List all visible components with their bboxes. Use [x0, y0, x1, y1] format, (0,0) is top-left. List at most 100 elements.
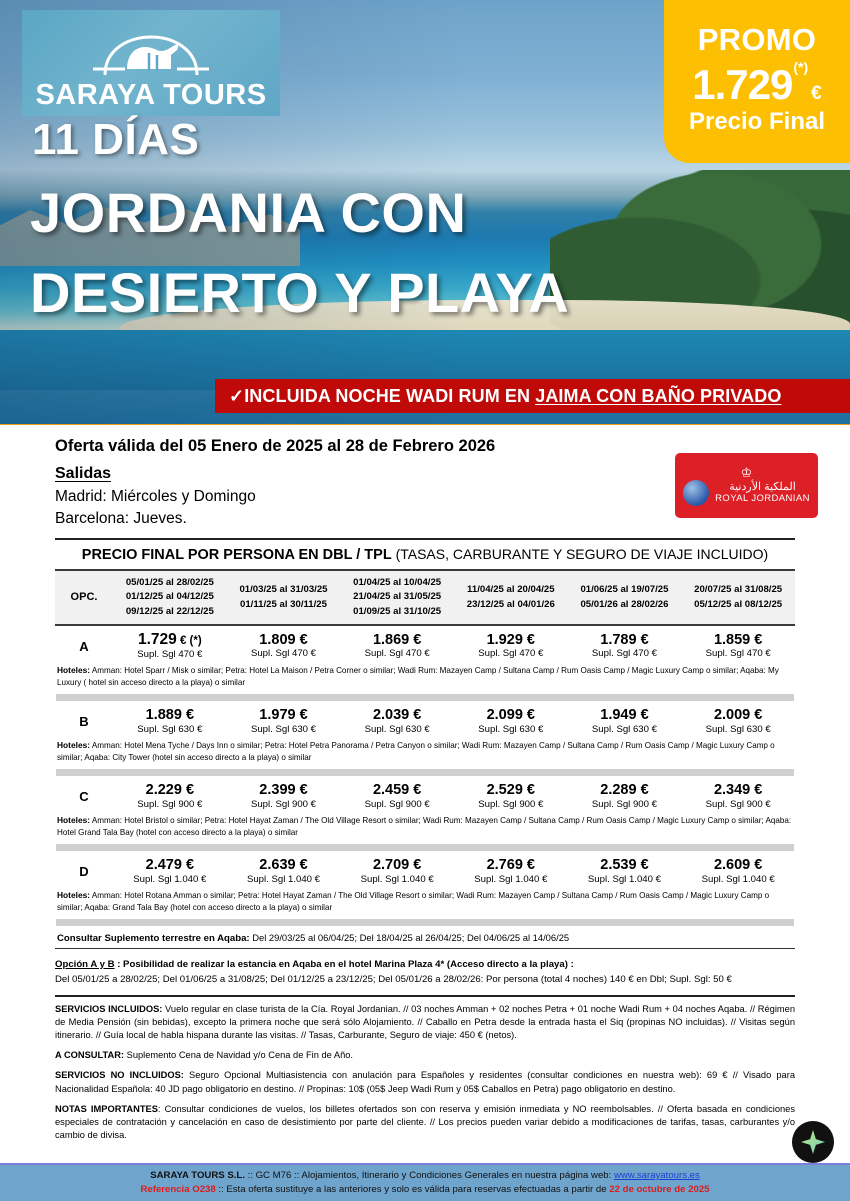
services-consult-label: A CONSULTAR:: [55, 1050, 125, 1061]
price-cell: 1.729 € (*) Supl. Sgl 470 €: [113, 625, 227, 665]
ground-supplement-label: Consultar Suplemento terrestre en Aqaba:: [57, 932, 250, 944]
airline-name-arabic: الملكية الأردنية: [729, 480, 796, 493]
footer-website-link[interactable]: www.sarayatours.es: [613, 1170, 700, 1182]
header-period-line: 05/01/26 al 28/02/26: [580, 598, 669, 610]
single-supplement: Supl. Sgl 1.040 €: [474, 873, 548, 885]
price-value: 2.099 €: [486, 707, 535, 724]
hotels-label: Hoteles:: [57, 815, 91, 826]
price-table-header-row: OPC. 05/01/25 al 28/02/25 01/12/25 al 04/1…: [55, 570, 795, 626]
price-table-section: PRECIO FINAL POR PERSONA EN DBL / TPL (T…: [55, 538, 795, 927]
price-cell: 1.789 € Supl. Sgl 470 €: [568, 625, 682, 665]
services-not-included-text: Seguro Opcional Multiasistencia con anul…: [55, 1070, 795, 1094]
single-supplement: Supl. Sgl 630 €: [478, 723, 544, 735]
globe-icon: [683, 479, 710, 506]
price-cell: 1.929 € Supl. Sgl 470 €: [454, 625, 568, 665]
footer-line-2: Referencia O238 :: Esta oferta sustituye…: [141, 1183, 710, 1197]
header-period-line: 09/12/25 al 22/12/25: [125, 605, 214, 617]
price-cell: 2.539 € Supl. Sgl 1.040 €: [568, 852, 682, 890]
price-value: 1.979 €: [259, 707, 308, 724]
price-cell: 2.399 € Supl. Sgl 900 €: [227, 777, 341, 815]
airline-logo-row: الملكية الأردنية ROYAL JORDANIAN: [683, 479, 810, 506]
price-table-title-rest: (TASAS, CARBURANTE Y SEGURO DE VIAJE INC…: [391, 546, 769, 562]
price-value: 2.529 €: [486, 782, 535, 799]
hero-banner: SARAYA TOURS PROMO 1.729 (*) € Precio Fi…: [0, 0, 850, 425]
divider: [55, 994, 795, 997]
header-period-2: 01/03/25 al 31/03/25 01/11/25 al 30/11/25: [227, 570, 341, 625]
price-cell: 1.949 € Supl. Sgl 630 €: [568, 702, 682, 740]
separator-band: [56, 918, 794, 926]
single-supplement: Supl. Sgl 900 €: [705, 798, 771, 810]
footer-line2-mid: :: Esta oferta sustituye a las anteriore…: [215, 1184, 610, 1195]
header-period-line: 21/04/25 al 31/05/25: [353, 591, 442, 603]
price-cell: 2.289 € Supl. Sgl 900 €: [568, 777, 682, 815]
price-cell: 2.229 € Supl. Sgl 900 €: [113, 777, 227, 815]
price-value: 2.039 €: [372, 707, 422, 724]
header-period-4: 11/04/25 al 20/04/25 23/12/25 al 04/01/26: [454, 570, 568, 625]
airline-names: الملكية الأردنية ROYAL JORDANIAN: [715, 481, 810, 504]
header-opc: OPC.: [70, 591, 98, 604]
price-row-A: A 1.729 € (*) Supl. Sgl 470 €1.809 € Supl. …: [55, 625, 795, 665]
price-value: 2.609 €: [713, 856, 763, 873]
departure-madrid: Madrid: Miércoles y Domingo: [55, 488, 256, 505]
separator-band: [56, 694, 794, 702]
footer-reference: Referencia O238: [140, 1184, 216, 1195]
option-ab-head-line: Opción A y B : Posibilidad de realizar l…: [55, 957, 795, 972]
footer-line1-mid: :: GC M76 :: Alojamientos, Itinerario y …: [244, 1170, 614, 1182]
price-cell: 2.609 € Supl. Sgl 1.040 €: [681, 852, 795, 890]
price-value: 2.769 €: [486, 856, 535, 873]
single-supplement: Supl. Sgl 470 €: [591, 648, 657, 660]
highlight-banner: ✓INCLUIDA NOCHE WADI RUM EN JAIMA CON BA…: [215, 379, 850, 413]
price-cell: 2.459 € Supl. Sgl 900 €: [340, 777, 454, 815]
footer-company: SARAYA TOURS S.L.: [150, 1170, 245, 1182]
header-period-line: 11/04/25 al 20/04/25: [467, 584, 555, 596]
price-cell: 1.859 € Supl. Sgl 470 €: [681, 625, 795, 665]
important-notes-label: NOTAS IMPORTANTES: [55, 1103, 158, 1114]
hotels-text: Hoteles: Amman: Hotel Mena Tyche / Days …: [57, 740, 775, 762]
header-period-line: 05/12/25 al 08/12/25: [694, 598, 783, 610]
single-supplement: Supl. Sgl 1.040 €: [133, 873, 207, 885]
header-period-3: 01/04/25 al 10/04/25 21/04/25 al 31/05/25…: [340, 570, 454, 625]
highlight-banner-text: ✓INCLUIDA NOCHE WADI RUM EN JAIMA CON BA…: [229, 386, 781, 407]
header-period-line: 23/12/25 al 04/01/26: [466, 598, 555, 610]
row-separator: [55, 843, 795, 852]
header-period-line: 20/07/25 al 31/08/25: [694, 584, 783, 596]
header-period-5: 01/06/25 al 19/07/25 05/01/26 al 28/02/26: [568, 570, 682, 625]
single-supplement: Supl. Sgl 900 €: [364, 798, 430, 810]
price-cell: 2.709 € Supl. Sgl 1.040 €: [340, 852, 454, 890]
single-supplement: Supl. Sgl 630 €: [137, 723, 203, 735]
price-cell: 2.769 € Supl. Sgl 1.040 €: [454, 852, 568, 890]
services-consult-text: Suplemento Cena de Navidad y/o Cena de F…: [124, 1050, 353, 1061]
single-supplement: Supl. Sgl 900 €: [137, 798, 203, 810]
price-cell: 1.869 € Supl. Sgl 470 €: [340, 625, 454, 665]
header-period-line: 01/11/25 al 30/11/25: [240, 598, 327, 610]
four-point-star-icon: [801, 1130, 825, 1154]
company-logo-text: SARAYA TOURS: [35, 79, 267, 111]
single-supplement: Supl. Sgl 470 €: [705, 648, 771, 660]
price-cell: 2.099 € Supl. Sgl 630 €: [454, 702, 568, 740]
single-supplement: Supl. Sgl 630 €: [705, 723, 771, 735]
promo-price-row: 1.729 (*) €: [692, 60, 821, 106]
hotels-row-B: Hoteles: Amman: Hotel Mena Tyche / Days …: [55, 740, 795, 768]
single-supplement: Supl. Sgl 630 €: [364, 723, 430, 735]
price-value: 1.809 €: [259, 631, 308, 648]
nights-summary-bar: 03 Nts Amman, 02 Nts Petra, 01 Nt Wadi R…: [0, 424, 850, 425]
header-period-line: 01/06/25 al 19/07/25: [580, 584, 669, 596]
trip-days: 11 DÍAS: [32, 115, 200, 164]
price-cell: 1.809 € Supl. Sgl 470 €: [227, 625, 341, 665]
price-cell: 2.039 € Supl. Sgl 630 €: [340, 702, 454, 740]
price-table: OPC. 05/01/25 al 28/02/25 01/12/25 al 04/1…: [55, 569, 795, 927]
price-value: 2.229 €: [145, 782, 195, 799]
important-notes-text: : Consultar condiciones de vuelos, los b…: [55, 1103, 795, 1141]
price-cell: 1.979 € Supl. Sgl 630 €: [227, 702, 341, 740]
price-value: 2.539 €: [600, 856, 649, 873]
company-logo[interactable]: SARAYA TOURS: [22, 10, 280, 116]
price-row-B: B 1.889 € Supl. Sgl 630 €1.979 € Supl. Sgl …: [55, 702, 795, 740]
price-row-D: D 2.479 € Supl. Sgl 1.040 €2.639 € Supl. Sg…: [55, 852, 795, 890]
single-supplement: Supl. Sgl 470 €: [478, 648, 544, 660]
services-not-included-label: SERVICIOS NO INCLUIDOS:: [55, 1070, 184, 1081]
header-period-line: 05/01/25 al 28/02/25: [125, 577, 214, 588]
price-value: 2.009 €: [713, 707, 763, 724]
price-value: 2.639 €: [259, 856, 308, 873]
row-separator-cell: [55, 693, 795, 702]
price-cell: 2.639 € Supl. Sgl 1.040 €: [227, 852, 341, 890]
